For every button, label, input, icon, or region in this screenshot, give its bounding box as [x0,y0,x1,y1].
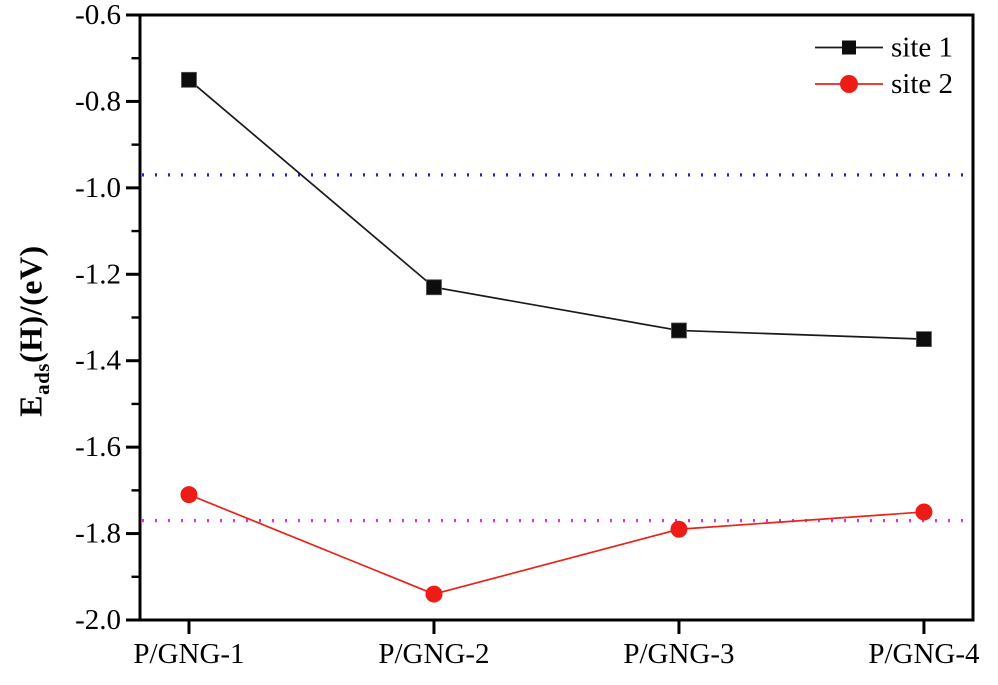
y-tick-label: -1.8 [75,518,121,550]
data-point-square [426,279,442,296]
x-tick-label: P/GNG-1 [133,638,244,670]
y-tick-label: -0.6 [75,0,121,31]
x-tick-label: P/GNG-3 [623,638,734,670]
data-point-square [916,331,932,348]
y-axis-title-subscript: ads [29,363,54,395]
data-point-circle [180,486,198,504]
data-point-square [181,71,197,88]
x-tick-label: P/GNG-2 [378,638,489,670]
y-tick-label: -0.8 [75,85,121,117]
y-axis-title: Eads(H)/(eV) [12,245,54,417]
data-point-circle [915,503,933,521]
data-point-square [671,322,687,339]
legend-marker-square [842,40,856,55]
y-tick-label: -1.4 [75,345,121,377]
legend-label: site 2 [891,68,953,100]
legend-label: site 1 [891,32,953,64]
y-tick-label: -1.0 [75,172,121,204]
y-tick-label: -1.2 [75,258,121,290]
legend-marker-circle [840,75,858,93]
series-line-site-2 [188,493,924,595]
series-line-site-1 [188,79,924,340]
y-tick-label: -2.0 [75,604,121,636]
plot-border [138,13,975,622]
y-axis-title-rest: (H)/(eV) [12,245,49,364]
y-tick-label: -1.6 [75,431,121,463]
x-tick-label: P/GNG-4 [868,638,980,670]
data-point-circle [425,585,443,603]
data-point-circle [670,520,688,538]
y-axis-title-main: E [12,394,49,417]
